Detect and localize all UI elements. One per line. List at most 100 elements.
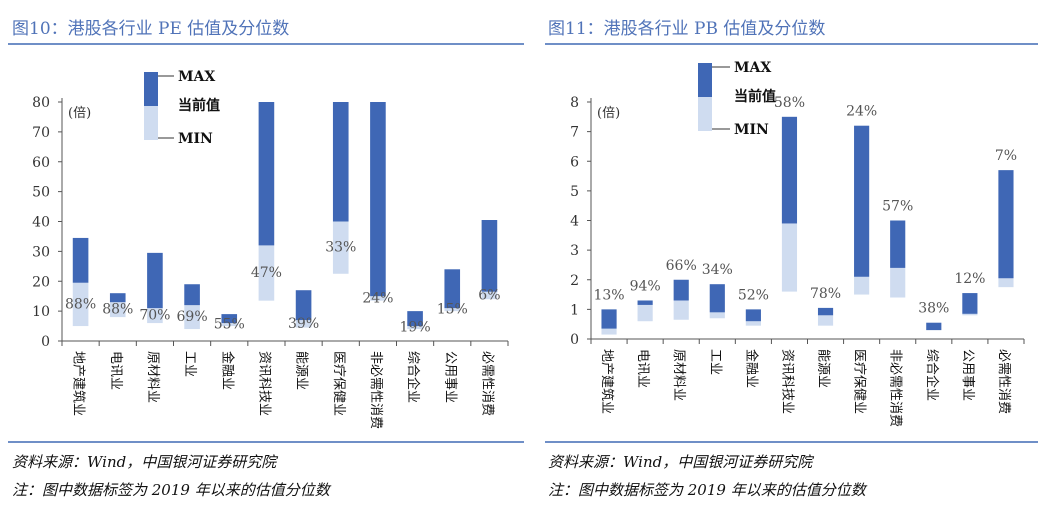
figure-title: 图11：港股各行业 PB 估值及分位数: [548, 19, 826, 39]
bar-lower-segment: [709, 312, 725, 319]
category-label: 原材料业: [671, 349, 686, 401]
pe-chart: 0 10 20 30 40 50 60 70 80 (倍) 地产建筑业 88% 电讯业 88% 原材料业 70…: [32, 69, 509, 429]
legend-swatch-upper: [698, 63, 712, 97]
category-label: 公用事业: [442, 351, 457, 403]
bar-upper-segment: [709, 284, 725, 313]
bar-lower-segment: [781, 223, 798, 292]
bar-lower-segment: [221, 323, 238, 327]
bar-upper-segment: [854, 125, 870, 277]
percentile-label: 33%: [325, 240, 356, 256]
legend-current-label: 当前值: [178, 97, 220, 114]
y-tick-label: 0: [570, 332, 579, 348]
percentile-label: 57%: [882, 199, 913, 215]
footnote: 注：图中数据标签为 2019 年以来的估值分位数: [548, 481, 866, 499]
category-label: 资讯科技业: [256, 351, 271, 416]
bar-upper-segment: [817, 307, 834, 316]
percentile-label: 94%: [630, 278, 661, 294]
figure-title: 图10：港股各行业 PE 估值及分位数: [12, 19, 290, 39]
unit-label: (倍): [68, 106, 91, 121]
category-label: 综合企业: [405, 351, 421, 403]
legend-min-label: MIN: [178, 131, 213, 147]
percentile-label: 66%: [666, 258, 697, 274]
percentile-label: 69%: [177, 309, 208, 325]
percentile-label: 34%: [702, 262, 733, 278]
footer-rule: [8, 441, 524, 443]
bar-lower-segment: [72, 282, 89, 327]
source-note: 资料来源：Wind，中国银河证券研究院: [548, 453, 813, 471]
percentile-label: 12%: [954, 271, 985, 287]
bar-upper-segment: [637, 300, 653, 305]
legend-max-label: MAX: [734, 60, 771, 76]
y-tick-label: 60: [32, 155, 50, 171]
percentile-label: 58%: [774, 95, 805, 111]
bar-upper-segment: [72, 237, 89, 283]
percentile-label: 13%: [593, 287, 624, 303]
bar-lower-segment: [998, 278, 1014, 288]
footer-rule: [545, 441, 1038, 443]
y-tick-label: 4: [570, 214, 579, 230]
percentile-label: 7%: [995, 148, 1017, 164]
category-label: 工业: [707, 349, 722, 375]
pb-chart: 0 1 2 3 4 5 6 7 8 (倍) 地产建筑业 13% 电讯业 94% 原材料业 66% 工业 34% 金融…: [570, 60, 1025, 427]
bar-upper-segment: [332, 102, 349, 222]
y-tick-label: 50: [32, 185, 50, 201]
bar-lower-segment: [817, 315, 834, 326]
bar-lower-segment: [407, 326, 423, 330]
y-tick-label: 40: [32, 215, 50, 231]
bar-upper-segment: [890, 220, 906, 268]
bar-upper-segment: [370, 102, 386, 297]
category-label: 金融业: [743, 349, 759, 388]
percentile-label: 39%: [288, 316, 319, 332]
category-label: 资讯科技业: [779, 349, 794, 414]
bar-lower-segment: [481, 291, 498, 300]
category-label: 电讯业: [635, 349, 650, 388]
percentile-label: 88%: [65, 296, 96, 312]
percentile-label: 24%: [846, 104, 877, 120]
bar-lower-segment: [444, 308, 461, 312]
bar-lower-segment: [109, 302, 126, 318]
legend-swatch-lower: [698, 97, 712, 131]
source-note: 资料来源：Wind，中国银河证券研究院: [12, 453, 277, 471]
legend-swatch-lower: [144, 106, 158, 140]
title-rule: [545, 43, 1038, 45]
bar-upper-segment: [147, 252, 163, 309]
bar-upper-segment: [444, 269, 461, 309]
pb-figure-panel: 图11：港股各行业 PB 估值及分位数 0 1 2 3 4 5 6 7 8 (倍) 地产建筑业 13%…: [519, 0, 1038, 517]
percentile-label: 38%: [918, 301, 949, 317]
category-label: 原材料业: [145, 351, 160, 403]
category-label: 公用事业: [960, 349, 975, 401]
bar-lower-segment: [295, 320, 312, 328]
legend-max-label: MAX: [178, 69, 215, 85]
bar-upper-segment: [295, 290, 312, 321]
percentile-label: 78%: [810, 286, 841, 302]
percentile-label: 24%: [362, 290, 393, 306]
bar-lower-segment: [745, 321, 761, 326]
bar-lower-segment: [890, 267, 906, 298]
bar-upper-segment: [601, 309, 617, 329]
category-label: 能源业: [816, 349, 831, 388]
bar-upper-segment: [184, 284, 200, 306]
bar-upper-segment: [258, 102, 275, 246]
category-label: 电讯业: [108, 351, 123, 390]
percentile-label: 47%: [251, 265, 282, 281]
legend-min-label: MIN: [734, 122, 769, 138]
y-tick-label: 70: [32, 125, 50, 141]
bar-lower-segment: [601, 328, 617, 335]
category-label: 地产建筑业: [71, 351, 87, 416]
y-tick-label: 1: [570, 302, 579, 318]
category-label: 能源业: [294, 351, 309, 390]
percentile-label: 88%: [102, 302, 133, 318]
y-tick-label: 5: [570, 184, 579, 200]
category-label: 非必需性消费: [368, 351, 383, 429]
category-label: 综合企业: [924, 349, 940, 401]
percentile-label: 55%: [214, 317, 245, 333]
percentile-label: 19%: [400, 320, 431, 336]
category-label: 地产建筑业: [599, 349, 615, 414]
bar-upper-segment: [745, 309, 761, 322]
bar-lower-segment: [184, 305, 200, 330]
category-label: 医疗保健业: [331, 351, 346, 416]
percentile-label: 52%: [738, 287, 769, 303]
bar-lower-segment: [332, 221, 349, 274]
bar-upper-segment: [109, 293, 126, 303]
category-label: 工业: [182, 351, 197, 377]
